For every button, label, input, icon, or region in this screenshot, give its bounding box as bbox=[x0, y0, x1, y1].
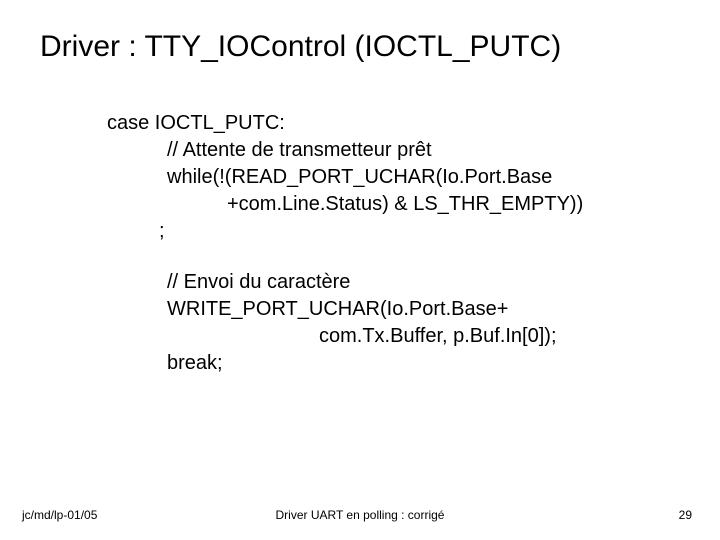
slide-title: Driver : TTY_IOControl (IOCTL_PUTC) bbox=[40, 30, 680, 64]
code-line: case IOCTL_PUTC: bbox=[107, 110, 690, 137]
code-line: while(!(READ_PORT_UCHAR(Io.Port.Base bbox=[107, 164, 690, 191]
code-line: com.Tx.Buffer, p.Buf.In[0]); bbox=[107, 323, 690, 350]
page-number: 29 bbox=[679, 508, 692, 522]
code-line: // Envoi du caractère bbox=[107, 269, 690, 296]
code-line: ; bbox=[107, 218, 690, 245]
code-line: break; bbox=[107, 350, 690, 377]
code-line: // Attente de transmetteur prêt bbox=[107, 137, 690, 164]
footer-center: Driver UART en polling : corrigé bbox=[0, 508, 720, 522]
blank-line bbox=[107, 245, 690, 269]
code-block: case IOCTL_PUTC: // Attente de transmett… bbox=[107, 110, 690, 377]
code-line: +com.Line.Status) & LS_THR_EMPTY)) bbox=[107, 191, 690, 218]
slide: Driver : TTY_IOControl (IOCTL_PUTC) case… bbox=[0, 0, 720, 540]
code-line: WRITE_PORT_UCHAR(Io.Port.Base+ bbox=[107, 296, 690, 323]
